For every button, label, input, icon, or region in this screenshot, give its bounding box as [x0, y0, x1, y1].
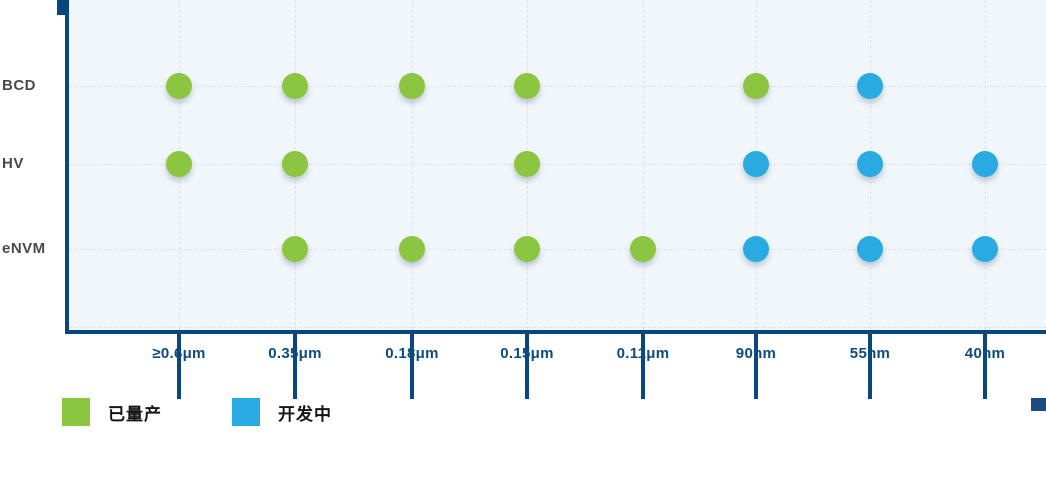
tick-stem	[525, 334, 529, 399]
x-axis-label: 0.11μm	[616, 345, 670, 362]
legend-label: 开发中	[278, 404, 332, 424]
x-axis-label: 55nm	[849, 345, 891, 362]
tick-stem	[410, 334, 414, 399]
data-point[interactable]	[282, 73, 308, 99]
data-point[interactable]	[857, 236, 883, 262]
x-axis-label: 0.18μm	[385, 345, 439, 362]
data-point[interactable]	[972, 151, 998, 177]
data-point[interactable]	[282, 236, 308, 262]
tick-stem	[177, 334, 181, 399]
data-point[interactable]	[166, 151, 192, 177]
x-axis-label: 0.35μm	[268, 345, 322, 362]
grid-line-horizontal	[69, 164, 1046, 165]
y-axis-label: BCD	[2, 77, 36, 94]
x-axis-label: 40nm	[964, 345, 1006, 362]
tick-stem	[293, 334, 297, 399]
data-point[interactable]	[399, 73, 425, 99]
y-axis-label: eNVM	[2, 240, 46, 257]
grid-line-vertical	[411, 0, 413, 330]
legend-label: 已量产	[108, 404, 162, 424]
legend-item[interactable]: 开发中	[232, 398, 332, 426]
data-point[interactable]	[399, 236, 425, 262]
data-point[interactable]	[282, 151, 308, 177]
grid-line-horizontal	[69, 327, 1046, 328]
x-axis-label: ≥0.6μm	[152, 345, 206, 362]
data-point[interactable]	[166, 73, 192, 99]
data-point[interactable]	[743, 73, 769, 99]
data-point[interactable]	[514, 151, 540, 177]
grid-line-horizontal	[69, 249, 1046, 250]
corner-square	[1031, 398, 1046, 411]
data-point[interactable]	[630, 236, 656, 262]
data-point[interactable]	[743, 151, 769, 177]
data-point[interactable]	[514, 73, 540, 99]
tick-stem	[754, 334, 758, 399]
data-point[interactable]	[743, 236, 769, 262]
legend-swatch	[62, 398, 90, 426]
tick-stem	[868, 334, 872, 399]
grid-line-vertical	[642, 0, 644, 330]
tick-stem	[983, 334, 987, 399]
tick-stem	[641, 334, 645, 399]
legend-swatch	[232, 398, 260, 426]
grid-line-horizontal	[69, 86, 1046, 87]
data-point[interactable]	[857, 73, 883, 99]
x-axis-label: 90nm	[735, 345, 777, 362]
plot-area	[65, 0, 1046, 334]
data-point[interactable]	[857, 151, 883, 177]
axis-cap-square	[57, 0, 69, 15]
legend-item[interactable]: 已量产	[62, 398, 162, 426]
x-axis-label: 0.15μm	[500, 345, 554, 362]
data-point[interactable]	[972, 236, 998, 262]
y-axis-label: HV	[2, 155, 24, 172]
data-point[interactable]	[514, 236, 540, 262]
